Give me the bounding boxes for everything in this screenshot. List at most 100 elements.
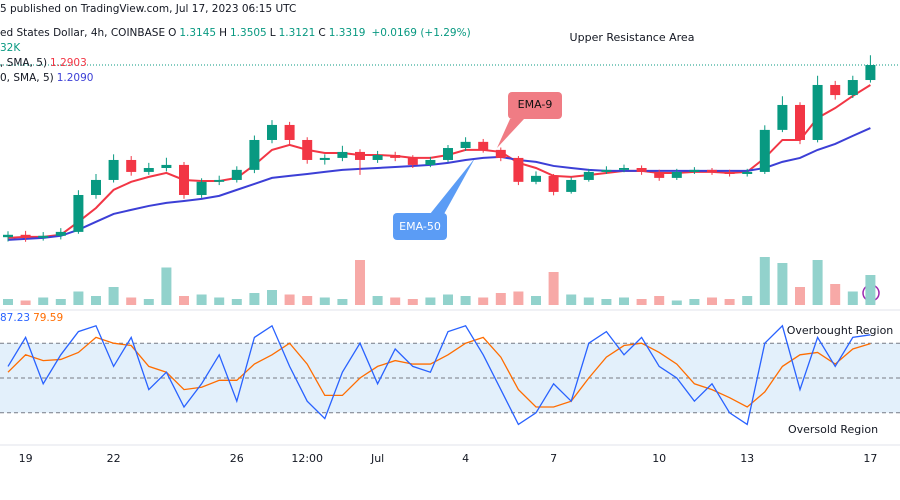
candle-body [372, 155, 383, 160]
candle-body [355, 151, 365, 160]
candle-body [495, 149, 506, 158]
candle-body [478, 141, 489, 150]
volume-label: 32K [0, 42, 21, 54]
volume-bar [742, 296, 753, 305]
ohlc-label: L [269, 27, 276, 39]
change: +0.0169 (+1.29%) [371, 27, 471, 39]
candle-body [38, 235, 49, 238]
callout-label: EMA-9 [518, 98, 553, 111]
volume-bar [425, 297, 436, 305]
candle-body [3, 234, 13, 238]
candle-body [513, 157, 524, 182]
volume-bar [513, 291, 524, 305]
candle-body [231, 169, 242, 180]
volume-line: 32K [0, 42, 23, 55]
volume-bar [654, 296, 665, 305]
volume-bar [38, 297, 49, 305]
volume-bar [671, 300, 682, 305]
candle-body [267, 124, 277, 140]
volume-bar [601, 299, 612, 305]
callout-label: EMA-50 [399, 220, 441, 233]
ohlc: O 1.3145 H 1.3505 L 1.3121 C 1.3319 [168, 27, 368, 39]
ohlc-value: 1.3145 [179, 27, 217, 39]
band-label: Overbought Region [787, 324, 894, 337]
callout-box [393, 213, 447, 240]
indicator-line: , SMA, 5) 1.2903 [0, 57, 90, 70]
candle-body [302, 139, 313, 160]
candle-body [777, 104, 788, 130]
volume-bar [865, 275, 876, 305]
band-label: Oversold Region [788, 423, 878, 436]
volume-bar [583, 297, 594, 305]
x-tick-label: 7 [550, 452, 557, 465]
published: 5 published on TradingView.com, Jul 17, … [0, 3, 297, 15]
x-tick-label: 13 [740, 452, 754, 465]
volume-bar [337, 299, 348, 305]
candle-body [583, 171, 594, 180]
x-tick-label: 10 [652, 452, 666, 465]
volume-bar [566, 294, 577, 305]
volume-bar [284, 294, 295, 305]
candle-body [654, 171, 665, 178]
ohlc-label: O [168, 27, 177, 39]
candle-body [337, 151, 348, 158]
volume-bar [355, 260, 365, 305]
ema50-callout: EMA-50 [393, 158, 475, 240]
volume-bar [548, 272, 559, 305]
candle-body [284, 124, 295, 140]
volume-bar [724, 299, 735, 305]
candle-body [865, 64, 876, 81]
stoch-k-value: 87.23 [0, 312, 31, 324]
candle-body [830, 84, 841, 96]
ohlc-value: 1.3121 [278, 27, 316, 39]
x-tick-label: 26 [230, 452, 244, 465]
volume-bar [830, 284, 841, 305]
candle-body [91, 179, 101, 195]
callout-pointer [430, 158, 475, 214]
symbol: ed States Dollar, 4h, COINBASE [0, 27, 166, 39]
candle-body [671, 171, 682, 178]
candle-body [407, 157, 418, 165]
volume-bar [689, 299, 700, 305]
volume-bar [372, 296, 383, 305]
stoch-line [7, 336, 871, 408]
indicator-value: 1.2090 [56, 72, 94, 84]
candle-body [143, 168, 154, 172]
x-tick-label: Jul [370, 452, 384, 465]
volume-bar [707, 297, 717, 305]
candle-body [126, 159, 137, 172]
volume-bar [619, 297, 629, 305]
volume-bar [231, 299, 242, 305]
candle-body [619, 168, 629, 170]
ohlc-value: 1.3505 [230, 27, 267, 39]
candle-body [179, 164, 189, 195]
ema9-callout: EMA-9 [497, 92, 562, 148]
stoch-d-value: 79.59 [33, 312, 64, 324]
ohlc-label: C [318, 27, 326, 39]
candle-body [724, 171, 735, 174]
volume-bar [91, 296, 101, 305]
volume-bar [390, 297, 401, 305]
volume-bar [759, 257, 770, 305]
volume-bar [777, 263, 788, 305]
candle-body [319, 157, 330, 160]
candle-body [707, 169, 717, 172]
volume-bar [214, 297, 225, 305]
candle-body [548, 175, 559, 192]
x-tick-label: 17 [863, 452, 877, 465]
volume-bar [460, 296, 471, 305]
callout-box [508, 92, 562, 119]
volume-bar [20, 300, 31, 305]
candle-body [425, 159, 436, 165]
stoch-legend: 87.23 79.59 [0, 312, 66, 325]
candle-body [795, 104, 805, 140]
volume-bar [636, 299, 647, 305]
candle-body [759, 129, 770, 172]
candle-body [390, 155, 401, 158]
volume-bar [478, 297, 489, 305]
x-tick-label: 19 [19, 452, 33, 465]
volume-bar [196, 294, 207, 305]
candle-body [566, 179, 577, 192]
ohlc-value: 1.3319 [328, 27, 366, 39]
volume-bar [249, 293, 260, 305]
